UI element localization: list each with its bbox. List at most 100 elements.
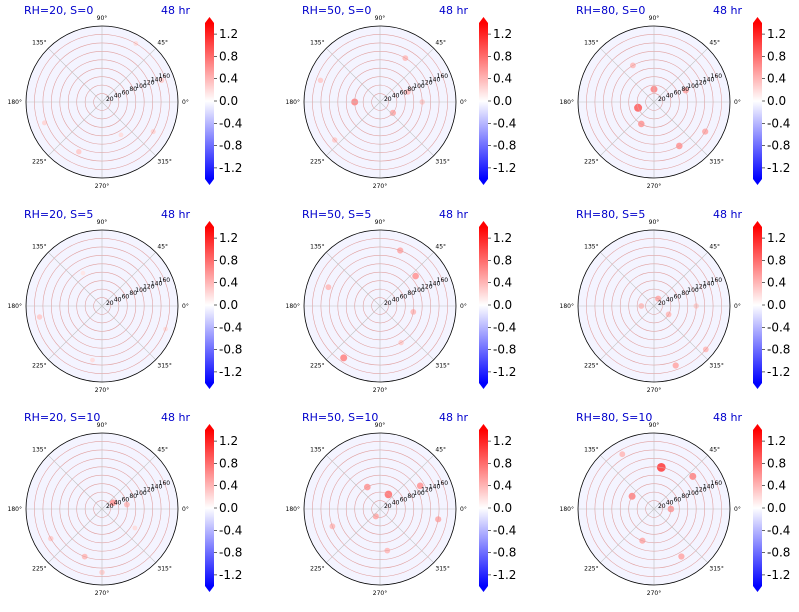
colorbar-tick-label: 0.8 <box>767 456 786 470</box>
colorbar-body <box>753 23 762 179</box>
radial-tick-label: 60 <box>674 293 682 300</box>
panel-time: 48 hr <box>439 208 468 221</box>
colorbar-tick-label: -1.2 <box>767 161 790 175</box>
angular-gridline <box>600 455 655 510</box>
colorbar-body <box>479 23 488 179</box>
angular-gridline <box>379 48 434 103</box>
data-feature <box>404 89 411 95</box>
radial-tick-label: 40 <box>666 93 674 100</box>
polar-frame <box>577 25 731 179</box>
radial-tick-label: 80 <box>129 493 137 500</box>
colorbar-extend-top <box>479 424 488 430</box>
colorbar-tick-label: 0.8 <box>493 456 512 470</box>
colorbar-extend-bottom <box>753 179 762 185</box>
colorbar-tick-label: -0.8 <box>767 343 790 357</box>
data-feature <box>109 499 117 507</box>
radial-tick-label: 100 <box>413 490 425 497</box>
colorbar-tick-label: 0.4 <box>219 72 238 86</box>
angular-gridline <box>600 101 655 156</box>
radial-tick-label: 100 <box>687 287 699 294</box>
angle-tick-label: 270° <box>647 387 661 394</box>
colorbar-tick-label: 0.0 <box>219 94 238 108</box>
polar-panel: 0°45°90°135°180°225°270°315°20 40 60 801001… <box>8 4 191 190</box>
radial-tick-label: 120 <box>421 80 433 87</box>
angular-gridline <box>653 48 708 103</box>
angle-tick-label: 225° <box>32 158 46 165</box>
angle-tick-label: 90° <box>649 219 660 226</box>
radial-tick-label: 100 <box>687 83 699 90</box>
colorbar-tick-label: -0.8 <box>767 546 790 560</box>
angle-tick-label: 45° <box>435 244 446 251</box>
polar-panel: 0°45°90°135°180°225°270°315°20 40 60 801001… <box>560 208 743 394</box>
angular-gridline <box>600 305 655 360</box>
colorbar-tick-label: 0.0 <box>767 501 786 515</box>
colorbar-tick-label: 0.0 <box>219 501 238 515</box>
radial-tick-label: 160 <box>711 480 723 487</box>
radial-tick-label: 140 <box>429 76 441 83</box>
angle-tick-label: 135° <box>32 447 46 454</box>
colorbar: 1.2 0.8 0.4 0.0 -0.4 -0.8 -1.2 <box>205 424 242 592</box>
colorbar-extend-top <box>205 424 214 430</box>
panel-title: RH=50, S=10 <box>302 411 378 424</box>
angle-tick-label: 0° <box>734 506 741 513</box>
colorbar-tick-label: -0.8 <box>767 139 790 153</box>
angle-tick-label: 270° <box>95 387 109 394</box>
colorbar-tick-label: -0.4 <box>493 116 516 130</box>
angle-tick-label: 90° <box>97 219 108 226</box>
angle-tick-label: 135° <box>310 447 324 454</box>
colorbar-tick-label: 1.2 <box>219 434 238 448</box>
radial-tick-label: 60 <box>122 293 130 300</box>
angle-tick-label: 315° <box>435 565 449 572</box>
angle-tick-label: 315° <box>709 565 723 572</box>
data-feature <box>619 451 626 458</box>
angle-tick-label: 0° <box>460 99 467 106</box>
colorbar-tick-label: -1.2 <box>493 568 516 582</box>
angle-tick-label: 180° <box>286 506 300 513</box>
radial-tick-label: 100 <box>687 490 699 497</box>
polar-panel: 0°45°90°135°180°225°270°315°20 40 60 801001… <box>560 4 743 190</box>
panel-time: 48 hr <box>713 4 742 17</box>
angle-tick-label: 90° <box>375 15 386 22</box>
radial-tick-label: 120 <box>695 284 707 291</box>
angle-tick-label: 180° <box>8 506 22 513</box>
angle-tick-label: 270° <box>373 387 387 394</box>
angle-tick-label: 0° <box>460 506 467 513</box>
colorbar-tick-label: 0.0 <box>493 501 512 515</box>
radial-tick-label: 100 <box>413 287 425 294</box>
angle-tick-label: 135° <box>310 40 324 47</box>
colorbar: 1.2 0.8 0.4 0.0 -0.4 -0.8 -1.2 <box>479 17 516 185</box>
radial-tick-label: 100 <box>135 490 147 497</box>
colorbar: 1.2 0.8 0.4 0.0 -0.4 -0.8 -1.2 <box>479 221 516 389</box>
radial-tick-label: 120 <box>421 284 433 291</box>
panel-time: 48 hr <box>713 411 742 424</box>
angle-tick-label: 0° <box>182 303 189 310</box>
colorbar-tick-label: 0.8 <box>219 49 238 63</box>
radial-tick-label: 40 <box>666 500 674 507</box>
radial-tick-label: 100 <box>413 83 425 90</box>
colorbar-extend-top <box>753 424 762 430</box>
colorbar-tick-label: -0.4 <box>219 320 242 334</box>
colorbar-extend-bottom <box>479 586 488 592</box>
colorbar-tick-label: -1.2 <box>219 568 242 582</box>
angle-tick-label: 315° <box>157 565 171 572</box>
colorbar-extend-bottom <box>479 179 488 185</box>
panel-time: 48 hr <box>161 208 190 221</box>
angle-tick-label: 90° <box>375 219 386 226</box>
radial-tick-label: 60 <box>400 496 408 503</box>
polar-panel: 0°45°90°135°180°225°270°315°20 40 60 801001… <box>8 208 191 394</box>
colorbar-tick-label: -0.4 <box>493 523 516 537</box>
angle-tick-label: 225° <box>584 565 598 572</box>
angle-tick-label: 225° <box>310 362 324 369</box>
colorbar-extend-top <box>205 221 214 227</box>
radial-tick-label: 160 <box>437 73 449 80</box>
radial-tick-label: 80 <box>407 86 415 93</box>
data-feature <box>412 272 419 280</box>
polar-frame <box>577 229 731 383</box>
radial-tick-label: 140 <box>703 483 715 490</box>
radial-tick-label: 140 <box>703 280 715 287</box>
radial-tick-label: 60 <box>674 496 682 503</box>
angle-tick-label: 270° <box>373 590 387 597</box>
radial-tick-label: 40 <box>114 93 122 100</box>
angular-gridline <box>48 48 103 103</box>
colorbar-body <box>753 430 762 586</box>
